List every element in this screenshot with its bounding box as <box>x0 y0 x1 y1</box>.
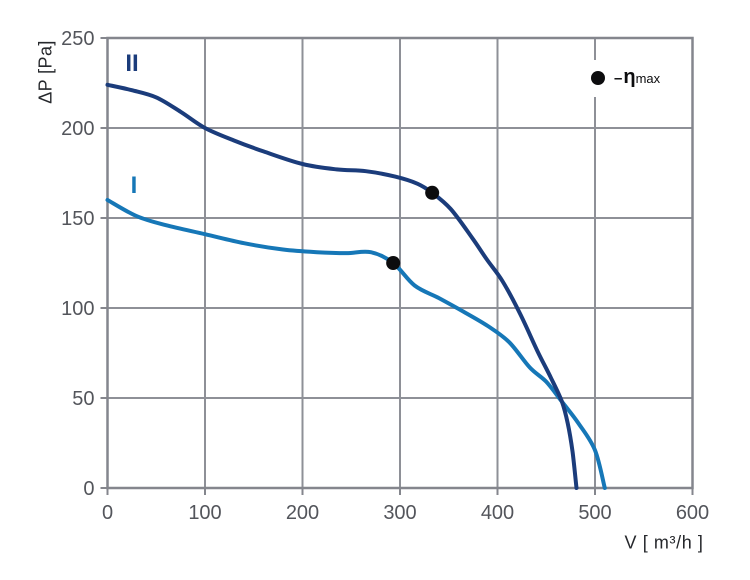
plot-frame <box>106 36 694 490</box>
legend-dash: – <box>614 70 623 87</box>
legend-subscript: max <box>635 71 661 86</box>
svg-text:200: 200 <box>286 502 319 524</box>
y-axis-label: ΔP [Pa] <box>35 40 56 104</box>
legend-eta: η <box>623 66 636 88</box>
legend: – η max <box>583 60 675 97</box>
eta-max-markers <box>386 185 440 270</box>
svg-text:400: 400 <box>481 502 514 524</box>
svg-text:200: 200 <box>61 118 94 140</box>
gridlines <box>107 38 693 488</box>
curve-II <box>105 82 579 490</box>
eta-max-dot-I <box>386 256 401 270</box>
curve-label-II: II <box>125 50 139 77</box>
svg-text:250: 250 <box>61 28 94 50</box>
curve-I <box>105 198 607 490</box>
svg-text:100: 100 <box>188 502 221 524</box>
legend-dot-icon <box>591 70 605 85</box>
svg-text:100: 100 <box>61 298 94 320</box>
svg-text:500: 500 <box>578 502 611 524</box>
svg-text:150: 150 <box>61 208 94 230</box>
svg-text:0: 0 <box>83 478 94 500</box>
svg-text:300: 300 <box>383 502 416 524</box>
legend-label: – η max <box>614 66 660 89</box>
x-axis-label: V [ m³/h ] <box>624 532 704 553</box>
svg-text:0: 0 <box>102 502 113 524</box>
curve-label-I: I <box>130 172 138 199</box>
svg-text:600: 600 <box>676 502 709 524</box>
svg-text:50: 50 <box>72 388 94 410</box>
tick-labels: 0 100 200 300 400 500 600 0 50 100 150 200 250 <box>61 28 709 524</box>
eta-max-dot-II <box>425 185 440 200</box>
